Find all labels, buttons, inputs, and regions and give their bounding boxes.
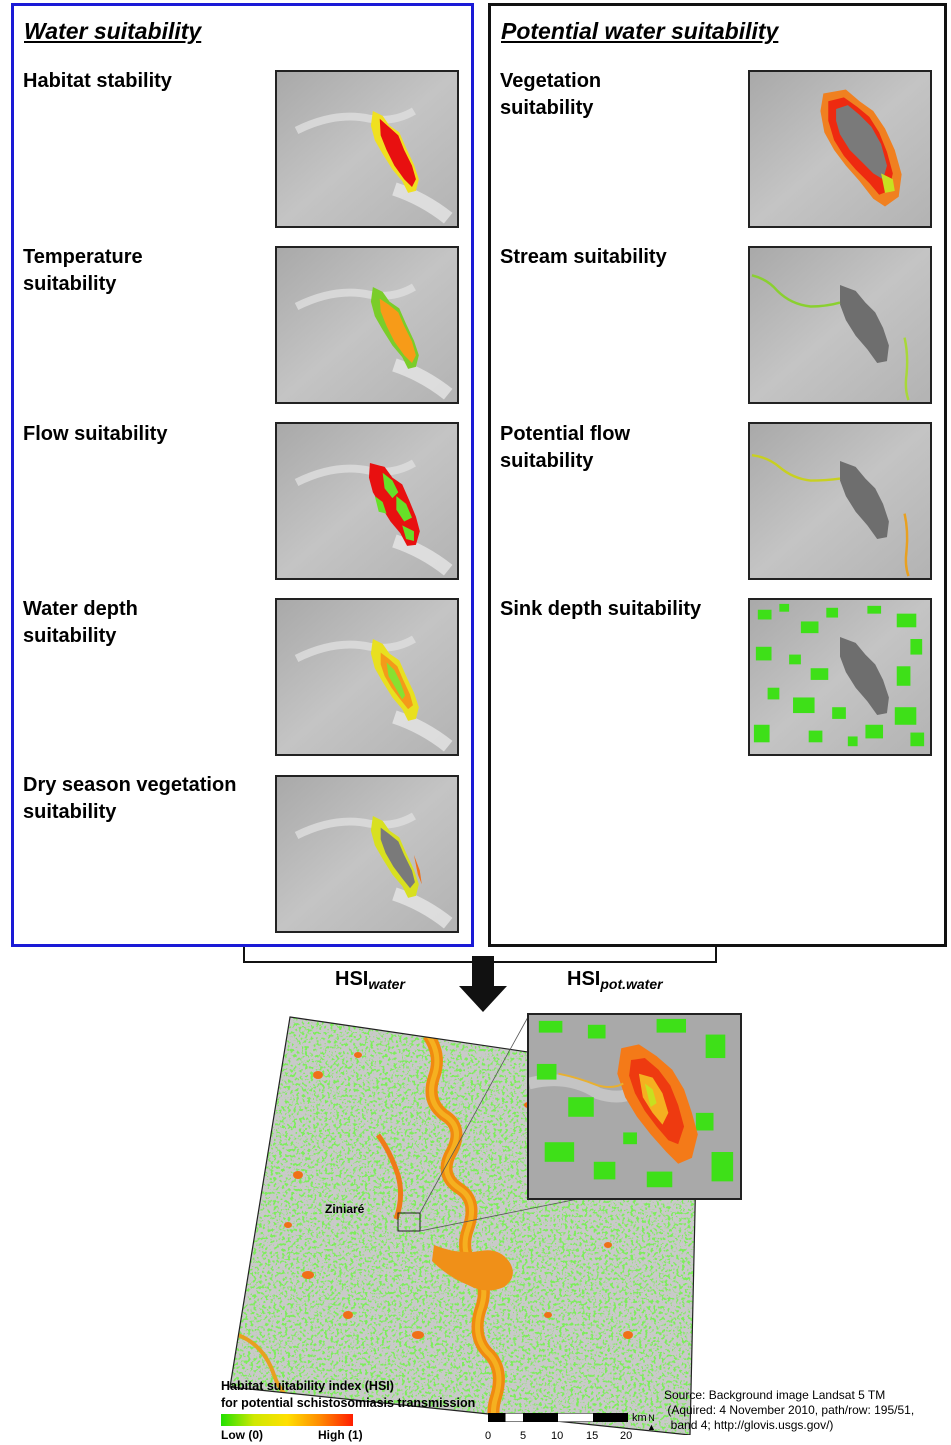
flow-suitability-map [275, 422, 459, 580]
water-suitability-title: Water suitability [24, 18, 202, 44]
habitat-stability-map [275, 70, 459, 228]
north-arrow-icon: N ▲ [647, 1413, 656, 1432]
scale-tick-0: 0 [485, 1430, 492, 1442]
vegetation-suitability-map [748, 70, 932, 228]
down-arrow-shaft [472, 956, 494, 988]
sink-depth-suitability-label: Sink depth suitability [500, 598, 702, 620]
hsi-zoom-inset [527, 1013, 742, 1200]
sink-depth-suitability-map [748, 598, 932, 756]
legend-title: Habitat suitability index (HSI) for pote… [221, 1378, 475, 1412]
flow-suitability-label: Flow suitability [23, 423, 168, 445]
temperature-suitability-map [275, 246, 459, 404]
scale-tick-10: 10 [551, 1430, 564, 1442]
potential-flow-suitability-map [748, 422, 932, 580]
legend-color-ramp [221, 1414, 353, 1426]
temperature-suitability-label: Temperature suitability [23, 246, 143, 295]
water-depth-suitability-map [275, 598, 459, 756]
legend-high-label: High (1) [318, 1428, 363, 1442]
habitat-stability-label: Habitat stability [23, 70, 172, 92]
scale-tick-15: 15 [586, 1430, 599, 1442]
water-depth-suitability-label: Water depth suitability [23, 598, 138, 647]
source-note: Source: Background image Landsat 5 TM (A… [664, 1388, 915, 1432]
hsi-water-label: HSIwater [335, 968, 405, 992]
stream-suitability-map [748, 246, 932, 404]
legend-title-line2: for potential schistosomiasis transmissi… [221, 1396, 476, 1410]
scale-tick-20: 20 [620, 1430, 633, 1442]
potential-water-suitability-title: Potential water suitability [501, 18, 779, 44]
dry-season-vegetation-suitability-map [275, 775, 459, 933]
scale-unit-label: km [632, 1412, 647, 1424]
stream-suitability-label: Stream suitability [500, 246, 667, 268]
hsi-pot-water-label: HSIpot.water [567, 968, 663, 992]
potential-flow-suitability-label: Potential flow suitability [500, 423, 630, 472]
down-arrow-icon [459, 986, 507, 1012]
legend-title-line1: Habitat suitability index (HSI) [221, 1379, 394, 1393]
scale-tick-5: 5 [520, 1430, 527, 1442]
dry-season-vegetation-suitability-label: Dry season vegetation suitability [23, 774, 237, 823]
ziniare-place-label: Ziniaré [325, 1202, 365, 1216]
scale-bar [488, 1413, 628, 1422]
vegetation-suitability-label: Vegetation suitability [500, 70, 602, 119]
legend-low-label: Low (0) [221, 1428, 263, 1442]
